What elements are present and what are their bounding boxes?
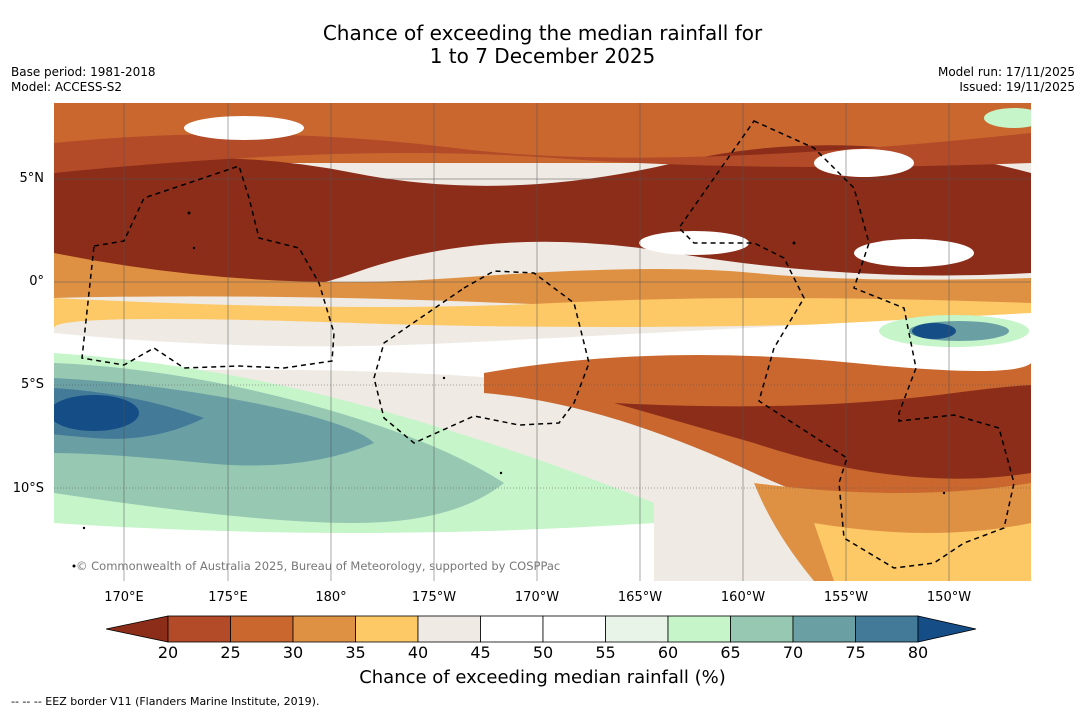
eez-footnote: -- -- -- EEZ border V11 (Flanders Marine… — [11, 695, 320, 708]
islands — [72, 211, 946, 568]
colorbar-arrow-high — [917, 615, 977, 643]
north-green-patch — [984, 108, 1031, 128]
colorbar-tick-label: 50 — [532, 643, 554, 662]
colorbar-tick-label: 80 — [907, 643, 929, 662]
rainfall-map: © Commonwealth of Australia 2025, Bureau… — [54, 103, 1031, 581]
colorbar-segment — [167, 615, 231, 643]
equator-yellow — [54, 298, 1031, 328]
lon-label-180: 180° — [315, 590, 347, 605]
lon-label-170w: 170°W — [514, 590, 560, 605]
colorbar-tick-label: 70 — [782, 643, 804, 662]
north-band-orange — [54, 253, 1031, 308]
lon-label-170e: 170°E — [104, 590, 144, 605]
model-run-date: Model run: 17/11/2025 — [937, 65, 1075, 79]
colorbar — [106, 615, 977, 643]
lat-label-5n: 5°N — [19, 171, 45, 186]
lon-label-155w: 155°W — [823, 590, 869, 605]
colorbar-segment — [230, 615, 294, 643]
colorbar-tick-label: 75 — [845, 643, 866, 662]
north-band-deep — [54, 145, 1031, 294]
south-deep-blue — [54, 395, 139, 431]
graticule — [54, 103, 1031, 581]
colorbar-segment — [355, 615, 419, 643]
eez-borders — [81, 120, 1015, 569]
colorbar-tick-label: 45 — [470, 643, 491, 662]
lon-label-175e: 175°E — [208, 590, 248, 605]
copyright-text: © Commonwealth of Australia 2025, Bureau… — [76, 559, 560, 573]
colorbar-title: Chance of exceeding median rainfall (%) — [359, 667, 726, 688]
colorbar-tick-label: 30 — [282, 643, 304, 662]
lat-label-10s: 10°S — [12, 481, 44, 496]
colorbar-tick-label: 55 — [595, 643, 616, 662]
colorbar-tick-label: 20 — [157, 643, 179, 662]
north-band-mid — [54, 133, 1031, 173]
colorbar-segment — [292, 615, 356, 643]
colorbar-tick-label: 40 — [407, 643, 429, 662]
north-pale-patch-3 — [854, 239, 974, 267]
lon-label-160w: 160°W — [720, 590, 766, 605]
colorbar-tick-label: 60 — [657, 643, 679, 662]
east-blue-blob — [912, 323, 956, 339]
colorbar-tick-label: 65 — [720, 643, 741, 662]
colorbar-tick-label: 25 — [220, 643, 241, 662]
colorbar-segment — [605, 615, 669, 643]
lon-label-175w: 175°W — [411, 590, 457, 605]
north-pale-patch-1 — [814, 149, 914, 177]
lat-label-5s: 5°S — [20, 377, 44, 392]
base-period: Base period: 1981-2018 — [11, 65, 156, 79]
lon-label-165w: 165°W — [617, 590, 663, 605]
issued-date: Issued: 19/11/2025 — [959, 80, 1075, 94]
lat-label-0: 0° — [29, 274, 44, 289]
chart-title-line2: 1 to 7 December 2025 — [429, 44, 656, 68]
lon-label-150w: 150°W — [926, 590, 972, 605]
south-white-lower — [54, 523, 654, 581]
colorbar-segment — [730, 615, 794, 643]
chart-title-line1: Chance of exceeding the median rainfall … — [322, 21, 763, 45]
colorbar-segment — [667, 615, 731, 643]
colorbar-segment — [480, 615, 544, 643]
colorbar-segment — [542, 615, 606, 643]
model-name: Model: ACCESS-S2 — [11, 80, 123, 94]
colorbar-segment — [792, 615, 856, 643]
colorbar-segment — [417, 615, 481, 643]
north-pale-patch-4 — [184, 116, 304, 140]
colorbar-arrow-low — [106, 615, 169, 643]
colorbar-tick-label: 35 — [345, 643, 366, 662]
colorbar-segment — [855, 615, 919, 643]
southeast-deep — [614, 385, 1031, 479]
